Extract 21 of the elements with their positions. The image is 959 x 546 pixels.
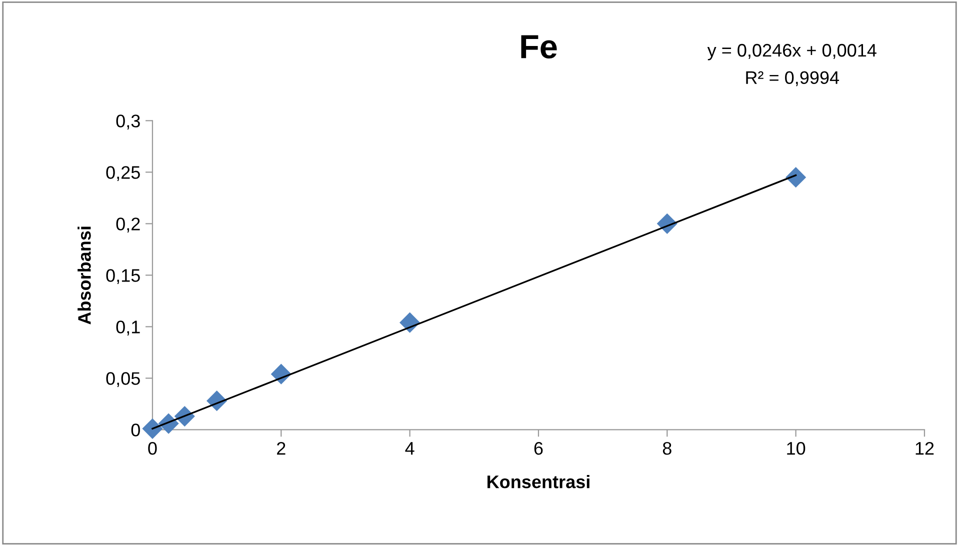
point	[142, 418, 163, 439]
chart-title: Fe	[521, 35, 557, 58]
y-tick-label: 0	[131, 424, 140, 436]
x-tick-label: 8	[662, 442, 672, 455]
x-axis-title: Konsentrasi	[488, 475, 590, 488]
y-tick-label: 0,25	[106, 166, 140, 182]
y-tick-label: 0,1	[116, 320, 140, 336]
text: y = 0,0246x + 0,0014	[707, 44, 876, 60]
y-tick-label: 0,3	[116, 114, 140, 130]
x-tick-label: 10	[787, 442, 806, 455]
text: R² = 0,9994	[746, 71, 840, 86]
point	[786, 167, 806, 188]
x-tick-label: 12	[916, 442, 934, 455]
x-tick-label: 6	[534, 442, 543, 455]
x-tick-label: 2	[277, 442, 286, 455]
y-axis-title: Absorbansi	[78, 226, 91, 324]
x-tick-label: 4	[405, 442, 414, 455]
y-tick-label: 0,05	[106, 372, 140, 388]
y-tick-label: 0,2	[116, 218, 140, 233]
y-tick-label: 0,15	[106, 269, 140, 284]
x-tick-label: 0	[148, 442, 157, 455]
